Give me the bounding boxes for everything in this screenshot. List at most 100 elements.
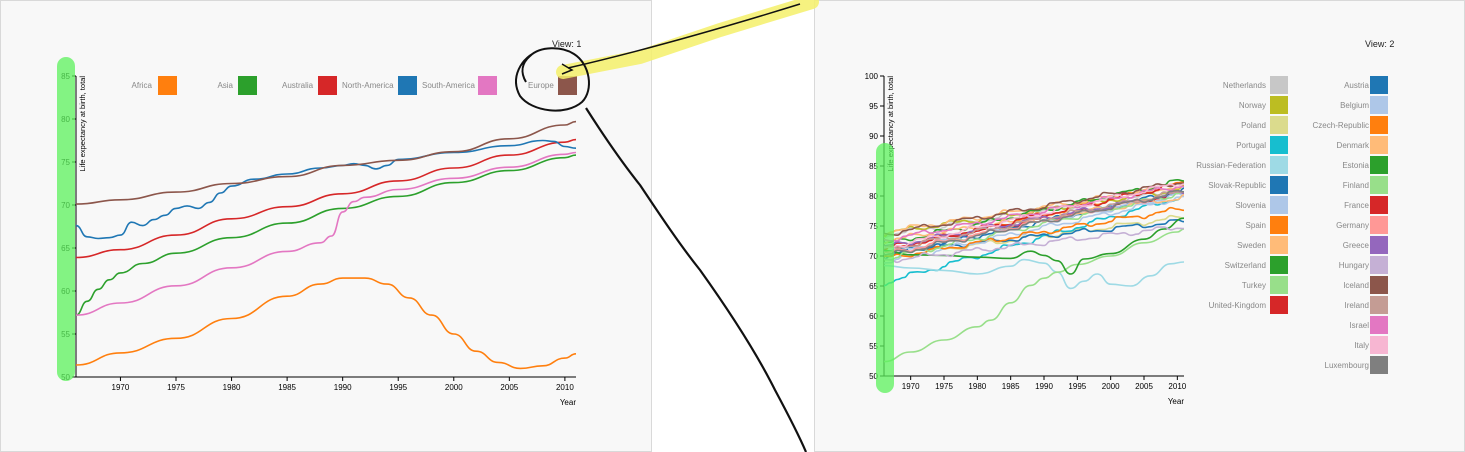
view1-y-tick-label: 75 [61, 158, 70, 167]
view2-series-line-israel [883, 185, 1185, 242]
view2-legend-swatch-slovak-republic [1270, 176, 1288, 194]
view1-y-tick-label: 55 [61, 330, 70, 339]
view2-legend-swatch-finland [1370, 176, 1388, 194]
view2-legend-label-portugal: Portugal [1236, 141, 1266, 150]
view2-legend-swatch-ireland [1370, 296, 1388, 314]
view2-legend-label-luxembourg: Luxembourg [1325, 361, 1369, 370]
view1-series-line-south-america [75, 151, 577, 316]
view1-legend-label-north-america: North-America [342, 81, 394, 90]
view2-legend-swatch-turkey [1270, 276, 1288, 294]
view1-x-tick-label: 2010 [556, 383, 574, 392]
view2-legend-label-austria: Austria [1344, 81, 1369, 90]
view2-legend-swatch-denmark [1370, 136, 1388, 154]
view2-series-line-russian-federation [883, 258, 1185, 290]
view2-series-line-finland [883, 191, 1185, 261]
view2-legend-label-hungary: Hungary [1339, 261, 1369, 270]
view2-legend-label-france: France [1344, 201, 1369, 210]
view2-series-line-italy [883, 183, 1185, 249]
view2-legend-label-slovenia: Slovenia [1235, 201, 1266, 210]
view1-x-tick-label: 1970 [112, 383, 130, 392]
view1-y-tick-label: 65 [61, 244, 70, 253]
view2-legend-swatch-estonia [1370, 156, 1388, 174]
view2-x-tick-label: 2005 [1135, 382, 1153, 391]
view2-legend-swatch-russian-federation [1270, 156, 1288, 174]
view1-x-tick-label: 1975 [167, 383, 185, 392]
view2-legend-label-germany: Germany [1336, 221, 1369, 230]
view2-series-line-czech-republic [883, 206, 1185, 258]
view2-legend-label-netherlands: Netherlands [1223, 81, 1266, 90]
view2-series-line-hungary [883, 226, 1185, 264]
view2-legend-label-switzerland: Switzerland [1225, 261, 1266, 270]
view2-y-tick-label: 80 [869, 192, 878, 201]
view1-y-tick-label: 50 [61, 373, 70, 382]
view1-x-axis-title: Year [560, 398, 577, 407]
view2-x-tick-label: 1990 [1035, 382, 1053, 391]
view2-legend-label-turkey: Turkey [1242, 281, 1266, 290]
view2-legend-swatch-czech-republic [1370, 116, 1388, 134]
view2-legend-label-finland: Finland [1343, 181, 1369, 190]
view2-legend-label-czech-republic: Czech-Republic [1313, 121, 1369, 130]
view1-legend-swatch-africa [158, 76, 177, 95]
view2-legend-label-poland: Poland [1241, 121, 1266, 130]
view1-y-tick-label: 60 [61, 287, 70, 296]
view2-legend-swatch-slovenia [1270, 196, 1288, 214]
view2-legend-label-slovak-republic: Slovak-Republic [1208, 181, 1266, 190]
view1-legend-swatch-south-america [478, 76, 497, 95]
view2-legend-swatch-hungary [1370, 256, 1388, 274]
view2-legend-label-estonia: Estonia [1342, 161, 1369, 170]
view2-legend-label-denmark: Denmark [1337, 141, 1370, 150]
view1-x-tick-label: 2005 [500, 383, 518, 392]
view2-x-axis-title: Year [1168, 397, 1185, 406]
life-expectancy-continents-chart: 50 55 60 65 70 75 80 85 1970 1975 1980 1985 1990 1995… [61, 72, 577, 407]
view2-legend-label-belgium: Belgium [1340, 101, 1369, 110]
view2-legend-swatch-sweden [1270, 236, 1288, 254]
view1-legend-swatch-asia [238, 76, 257, 95]
view2-y-tick-label: 50 [869, 372, 878, 381]
view2-y-tick-label: 85 [869, 162, 878, 171]
view2-legend-swatch-germany [1370, 216, 1388, 234]
view1-legend-label-australia: Australia [282, 81, 314, 90]
view2-legend-swatch-france [1370, 196, 1388, 214]
view2-x-tick-label: 1975 [935, 382, 953, 391]
view2-legend-swatch-united-kingdom [1270, 296, 1288, 314]
view1-legend-label-asia: Asia [217, 81, 233, 90]
view2-x-tick-label: 1970 [902, 382, 920, 391]
view1-legend-label-south-america: South-America [422, 81, 475, 90]
view1-x-tick-label: 2000 [445, 383, 463, 392]
view2-legend-swatch-belgium [1370, 96, 1388, 114]
view2-x-tick-label: 1980 [968, 382, 986, 391]
view2-legend-label-sweden: Sweden [1237, 241, 1266, 250]
view2-y-tick-label: 95 [869, 102, 878, 111]
view2-legend-swatch-luxembourg [1370, 356, 1388, 374]
view1-y-tick-label: 85 [61, 72, 70, 81]
view2-y-tick-label: 75 [869, 222, 878, 231]
view2-x-tick-label: 1985 [1002, 382, 1020, 391]
view2-legend-swatch-italy [1370, 336, 1388, 354]
view1-series-line-australia [75, 138, 577, 259]
view2-legend-swatch-spain [1270, 216, 1288, 234]
view2-legend-swatch-norway [1270, 96, 1288, 114]
view1-series-line-africa [75, 277, 577, 370]
view2-y-tick-label: 55 [869, 342, 878, 351]
view2-legend-swatch-poland [1270, 116, 1288, 134]
view2-y-tick-label: 100 [865, 72, 879, 81]
view2-legend-label-norway: Norway [1239, 101, 1266, 110]
view2-legend-label-spain: Spain [1246, 221, 1266, 230]
view2-y-tick-label: 90 [869, 132, 878, 141]
view1-x-tick-label: 1995 [389, 383, 407, 392]
view1-legend-label-europe: Europe [528, 81, 554, 90]
view1-y-axis-title: Life expectancy at birth, total [78, 76, 87, 172]
view2-legend-swatch-austria [1370, 76, 1388, 94]
view2-legend-label-iceland: Iceland [1343, 281, 1369, 290]
view1-x-tick-label: 1985 [278, 383, 296, 392]
view2-y-tick-label: 60 [869, 312, 878, 321]
view2-legend-swatch-israel [1370, 316, 1388, 334]
view2-series-line-luxembourg [883, 189, 1185, 256]
view2-legend-swatch-portugal [1270, 136, 1288, 154]
view1-legend-swatch-north-america [398, 76, 417, 95]
view2-legend-label-russian-federation: Russian-Federation [1196, 161, 1266, 170]
view2-x-tick-label: 2000 [1102, 382, 1120, 391]
view2-y-tick-label: 65 [869, 282, 878, 291]
view2-legend-swatch-greece [1370, 236, 1388, 254]
view2-series-line-slovenia [883, 195, 1185, 264]
